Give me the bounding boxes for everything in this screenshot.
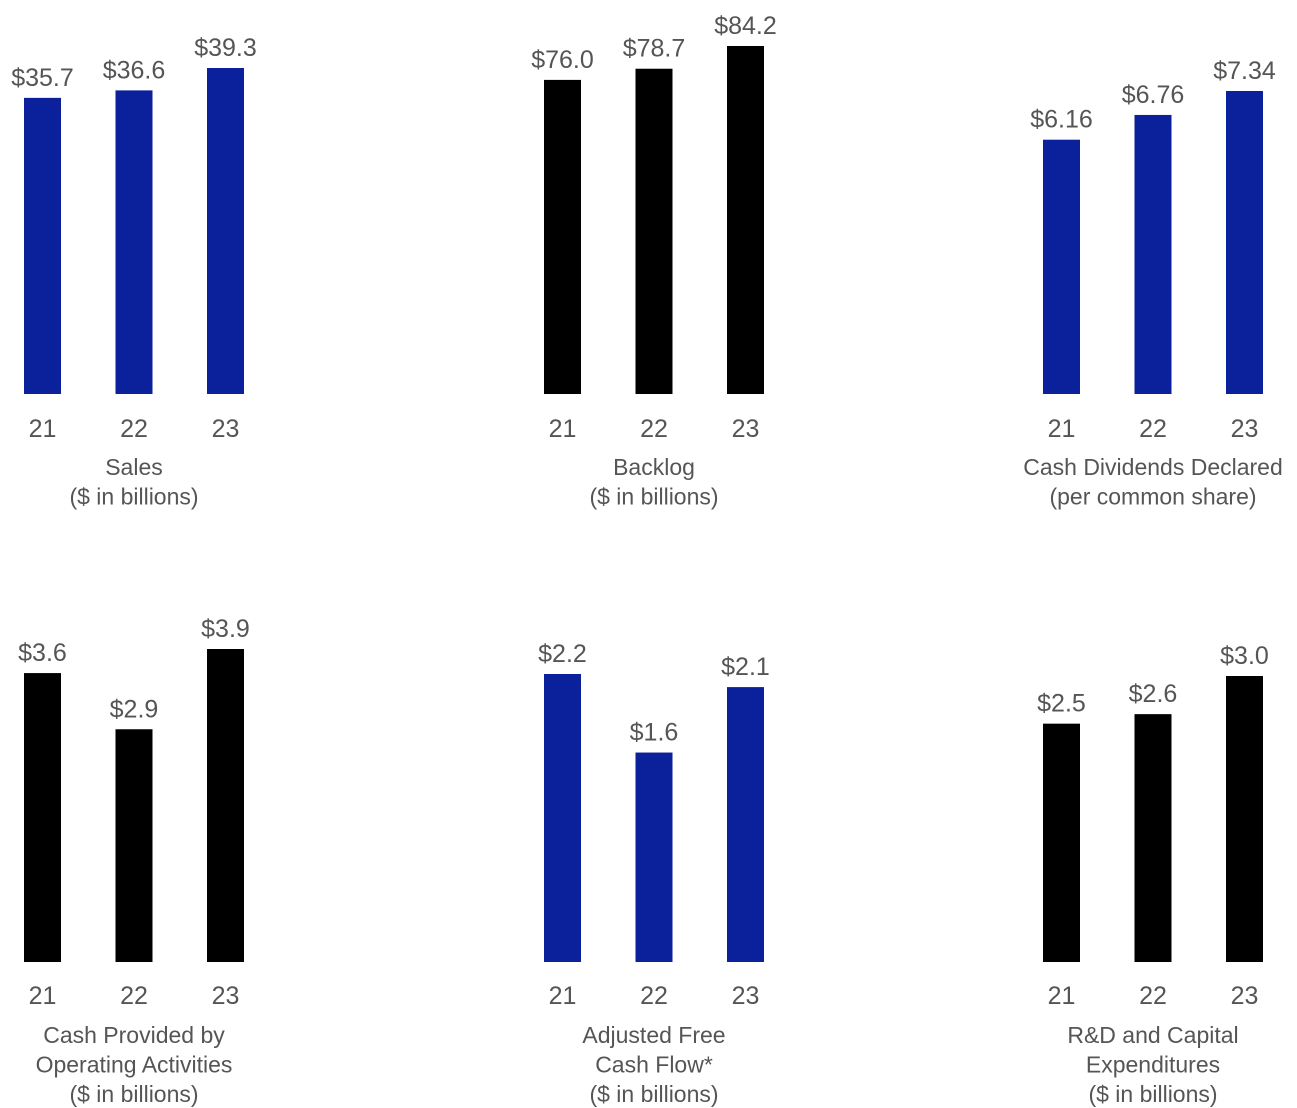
- bar-21: [544, 674, 581, 962]
- bar-21: [24, 97, 61, 394]
- x-tick-label: 23: [1231, 982, 1259, 1010]
- chart-caption-line: Cash Dividends Declared: [1023, 454, 1283, 480]
- bar-21: [1043, 139, 1080, 394]
- x-tick-label: 22: [1139, 415, 1167, 443]
- bar-22: [1134, 714, 1172, 962]
- chart-caption-line: Adjusted Free: [582, 1022, 725, 1048]
- x-tick-label: 21: [549, 415, 577, 443]
- x-tick-label: 23: [732, 415, 760, 443]
- x-tick-label: 23: [212, 982, 240, 1010]
- data-label: $2.2: [538, 640, 587, 668]
- chart-2: $6.16 21 $6.76 22 $7.34 23 Cash Dividends Decl…: [1023, 57, 1283, 510]
- chart-caption-line: Cash Provided by: [43, 1022, 225, 1048]
- x-tick-label: 21: [1048, 982, 1076, 1010]
- bar-23: [207, 649, 244, 962]
- chart-3: $3.6 21 $2.9 22 $3.9 23 Cash Provided by Operat…: [18, 615, 250, 1107]
- bar-22: [115, 729, 153, 962]
- data-label: $6.76: [1122, 81, 1185, 109]
- x-tick-label: 21: [29, 415, 57, 443]
- bar-21: [24, 673, 61, 962]
- data-label: $6.16: [1030, 106, 1093, 134]
- data-label: $2.6: [1129, 680, 1178, 708]
- bar-23: [1226, 91, 1263, 394]
- chart-caption-line: Cash Flow*: [595, 1052, 713, 1078]
- bar-22: [115, 90, 153, 395]
- chart-caption-line: ($ in billions): [69, 484, 198, 510]
- bar-22: [635, 752, 673, 962]
- x-tick-label: 21: [29, 982, 57, 1010]
- data-label: $3.9: [201, 615, 250, 643]
- data-label: $3.6: [18, 639, 67, 667]
- chart-caption-line: Sales: [105, 454, 163, 480]
- chart-4: $2.2 21 $1.6 22 $2.1 23 Adjusted Free Cash Flow…: [538, 640, 770, 1107]
- x-tick-label: 22: [640, 415, 668, 443]
- x-tick-label: 21: [549, 982, 577, 1010]
- chart-caption-line: ($ in billions): [69, 1081, 198, 1107]
- chart-caption-line: R&D and Capital: [1067, 1022, 1238, 1048]
- data-label: $76.0: [531, 46, 594, 74]
- data-label: $2.1: [721, 653, 770, 681]
- data-label: $78.7: [623, 35, 686, 63]
- x-tick-label: 21: [1048, 415, 1076, 443]
- bar-23: [1226, 676, 1263, 962]
- chart-caption-line: (per common share): [1049, 484, 1256, 510]
- chart-0: $35.7 21 $36.6 22 $39.3 23 Sales ($ in billions…: [11, 34, 257, 510]
- x-tick-label: 22: [120, 982, 148, 1010]
- data-label: $1.6: [630, 719, 679, 747]
- data-label: $7.34: [1213, 57, 1276, 85]
- x-tick-label: 22: [640, 982, 668, 1010]
- chart-1: $76.0 21 $78.7 22 $84.2 23 Backlog ($ in billio…: [531, 12, 777, 510]
- bar-23: [727, 46, 764, 394]
- chart-caption-line: Backlog: [613, 454, 695, 480]
- data-label: $2.5: [1037, 690, 1086, 718]
- bar-23: [207, 68, 244, 394]
- bar-23: [727, 687, 764, 962]
- chart-5: $2.5 21 $2.6 22 $3.0 23 R&D and Capital Expendi…: [1037, 642, 1269, 1107]
- data-label: $39.3: [194, 34, 257, 62]
- data-label: $3.0: [1220, 642, 1269, 670]
- bar-21: [544, 79, 581, 394]
- x-tick-label: 22: [120, 415, 148, 443]
- x-tick-label: 22: [1139, 982, 1167, 1010]
- x-tick-label: 23: [732, 982, 760, 1010]
- bar-22: [1134, 114, 1172, 394]
- chart-caption-line: ($ in billions): [1088, 1081, 1217, 1107]
- data-label: $2.9: [110, 695, 159, 723]
- bar-22: [635, 68, 673, 394]
- data-label: $35.7: [11, 64, 74, 92]
- data-label: $36.6: [103, 56, 166, 84]
- chart-caption-line: ($ in billions): [589, 484, 718, 510]
- x-tick-label: 23: [1231, 415, 1259, 443]
- chart-caption-line: Operating Activities: [36, 1052, 233, 1078]
- chart-caption-line: Expenditures: [1086, 1052, 1220, 1078]
- data-label: $84.2: [714, 12, 777, 40]
- x-tick-label: 23: [212, 415, 240, 443]
- chart-caption-line: ($ in billions): [589, 1081, 718, 1107]
- bar-21: [1043, 723, 1080, 962]
